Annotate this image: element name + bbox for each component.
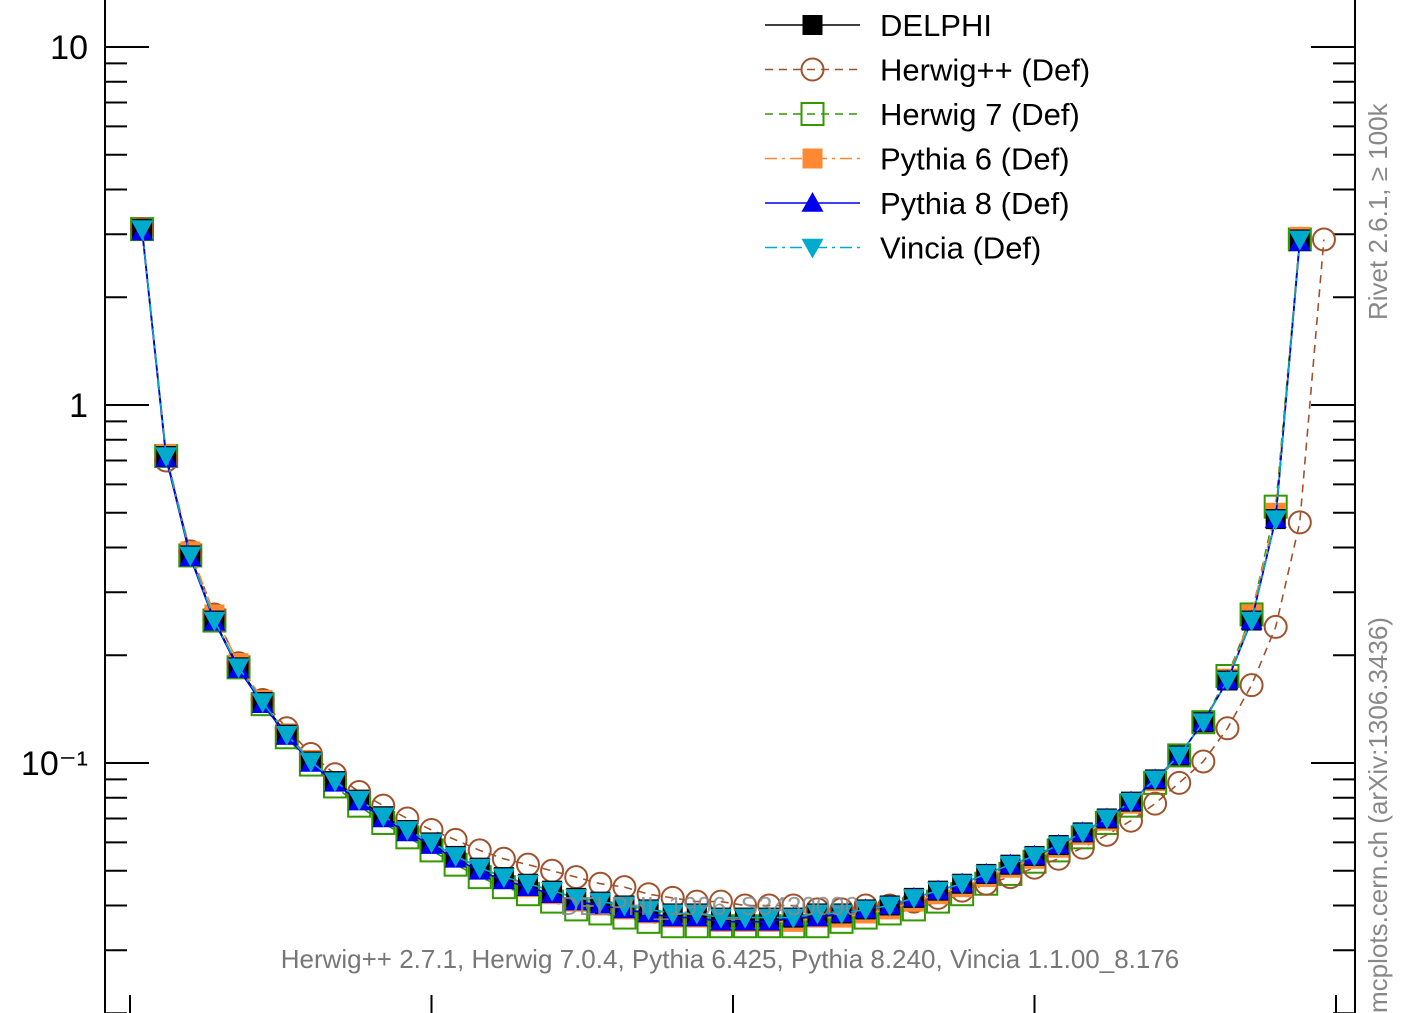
marker-triangle-down [372,807,395,828]
marker-triangle-down [878,896,901,917]
marker-triangle-down [444,847,467,867]
marker-circle [1287,510,1312,535]
marker-triangle-down [1047,836,1070,857]
marker-triangle-down [275,725,298,746]
marker-triangle-down [1168,746,1191,767]
marker-triangle-down [179,546,202,567]
marker-triangle-down [1095,809,1118,830]
legend-label-1: Herwig++ (Def) [880,53,1090,88]
marker-triangle-down [1023,847,1046,867]
marker-triangle-down [468,858,491,879]
marker-circle [1167,770,1192,795]
series-line-1 [141,229,1325,911]
legend-label-5: Vincia (Def) [880,231,1041,266]
marker-triangle-up [801,192,824,212]
legend-label-4: Pythia 8 (Def) [880,186,1070,221]
y-tick-label: 10 [50,29,88,67]
marker-circle [515,852,540,877]
marker-triangle-down [299,752,322,773]
legend: DELPHI Herwig++ (Def) Herwig 7 (Def) Pythia… [765,8,1090,266]
series-line-4 [141,231,1301,923]
marker-triangle-down [155,447,178,468]
marker-triangle-down [854,900,877,921]
marker-triangle-down [1216,671,1239,692]
series-line-0 [141,229,1301,919]
marker-circle [1263,614,1288,639]
marker-triangle-down [516,874,539,895]
series-markers-0 [132,219,1310,928]
marker-triangle-down [1144,770,1167,791]
y-tick-label: 1 [69,387,88,425]
marker-triangle-down [801,238,824,259]
marker-triangle-down [637,900,660,921]
marker-triangle-down [1264,510,1287,531]
marker-triangle-down [782,908,805,929]
marker-triangle-down [758,908,781,929]
legend-label-0: DELPHI [880,8,992,43]
marker-triangle-down [830,904,853,925]
marker-square [802,148,823,169]
series-markers-5 [131,220,1311,929]
rivet-label: Rivet 2.6.1, ≥ 100k [1363,103,1393,320]
marker-triangle-down [227,658,250,679]
marker-triangle-down [951,874,974,895]
marker-triangle-down [1071,823,1094,844]
mcplots-label: mcplots.cern.ch (arXiv:1306.3436) [1363,617,1393,1013]
series-markers-4 [131,220,1311,931]
marker-triangle-down [565,889,588,909]
marker-triangle-down [541,881,564,902]
marker-triangle-down [492,868,515,889]
marker-triangle-down [1192,713,1215,734]
overlay-annotation: DELPHI_1996_S3430090 [560,891,859,921]
series-line-3 [141,229,1301,923]
marker-triangle-down [685,904,708,925]
marker-triangle-down [661,904,684,925]
marker-triangle-down [1288,230,1311,251]
marker-triangle-down [203,611,226,632]
y-tick-label: 10⁻¹ [21,745,88,783]
marker-circle [1143,791,1168,816]
legend-label-2: Herwig 7 (Def) [880,97,1080,132]
marker-triangle-down [348,790,371,811]
series-line-5 [141,229,1301,919]
marker-square [802,15,823,35]
marker-triangle-down [1119,792,1142,813]
marker-triangle-down [975,865,998,885]
series-markers-2 [130,217,1312,939]
marker-circle [1311,227,1336,252]
marker-triangle-down [396,821,419,841]
marker-circle [800,57,825,82]
marker-triangle-down [927,881,950,902]
marker-circle [540,858,565,883]
marker-triangle-down [613,896,636,917]
generators-annotation: Herwig++ 2.7.1, Herwig 7.0.4, Pythia 6.4… [281,944,1180,974]
series-markers-1 [130,217,1336,922]
marker-triangle-down [131,220,154,241]
marker-circle [1191,749,1216,774]
legend-label-3: Pythia 6 (Def) [880,142,1070,177]
marker-triangle-down [589,892,612,913]
marker-triangle-down [420,833,443,854]
marker-triangle-down [806,904,829,925]
marker-triangle-down [324,772,347,793]
marker-triangle-down [902,889,925,909]
marker-triangle-down [734,908,757,929]
series-markers-3 [132,219,1310,932]
marker-triangle-down [709,908,732,929]
marker-triangle-down [251,693,274,714]
marker-circle [1239,673,1264,698]
x-axis-ticks [129,995,1337,1013]
marker-circle [1215,716,1240,741]
marker-square-open [800,102,825,126]
plot-frame [104,0,1356,1013]
marker-triangle-down [999,855,1022,876]
y-axis-ticks [105,46,1355,1013]
marker-triangle-down [1240,611,1263,632]
series-line-2 [141,229,1301,927]
